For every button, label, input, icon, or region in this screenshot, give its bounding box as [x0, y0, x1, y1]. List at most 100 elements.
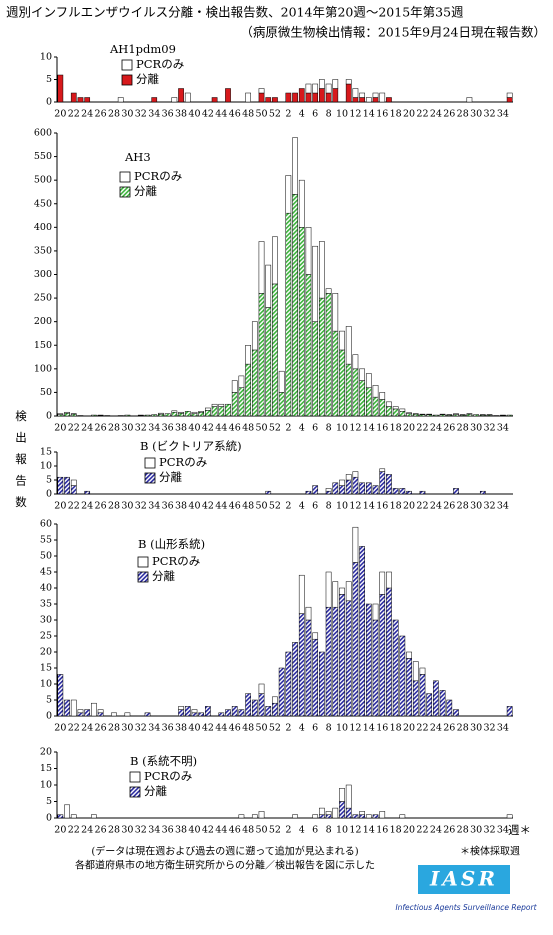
bar — [64, 412, 69, 413]
bar — [225, 710, 230, 716]
bar — [306, 607, 311, 620]
bar — [406, 652, 411, 658]
bar — [353, 355, 358, 369]
bar — [353, 477, 358, 494]
x-tick-label: 24 — [430, 109, 442, 120]
bar — [413, 414, 418, 416]
x-tick-label: 26 — [443, 501, 455, 512]
bar — [360, 93, 365, 98]
bar — [319, 241, 324, 298]
bar — [212, 98, 217, 103]
x-tick-label: 22 — [68, 109, 80, 120]
bar — [125, 713, 130, 716]
bar — [71, 93, 76, 102]
bar — [272, 703, 277, 716]
bar — [360, 811, 365, 814]
x-tick-label: 22 — [416, 501, 428, 512]
bar — [85, 98, 90, 103]
x-tick-label: 6 — [312, 723, 318, 734]
x-tick-label: 32 — [135, 723, 147, 734]
bar — [326, 84, 331, 93]
x-tick-label: 14 — [363, 723, 375, 734]
x-tick-label: 4 — [299, 423, 305, 434]
y-tick-label: 100 — [34, 363, 52, 374]
y-tick-label: 250 — [34, 293, 52, 304]
bar — [373, 397, 378, 416]
bar — [339, 486, 344, 494]
bar — [292, 138, 297, 195]
x-tick-label: 32 — [135, 423, 147, 434]
bar — [185, 93, 190, 102]
bar — [346, 480, 351, 494]
x-tick-label: 30 — [121, 109, 133, 120]
x-tick-label: 40 — [188, 423, 200, 434]
bar — [319, 298, 324, 416]
x-tick-label: 2 — [285, 501, 291, 512]
x-tick-label: 30 — [470, 723, 482, 734]
bar — [474, 415, 479, 416]
bar — [71, 815, 76, 818]
x-tick-label: 50 — [255, 501, 267, 512]
x-tick-label: 12 — [349, 109, 361, 120]
x-tick-label: 40 — [188, 825, 200, 836]
bar — [433, 681, 438, 716]
bar — [386, 98, 391, 103]
bar — [286, 175, 291, 213]
bar — [252, 350, 257, 416]
bar — [306, 491, 311, 494]
x-tick-label: 22 — [68, 825, 80, 836]
bar — [266, 98, 271, 103]
y-tick-label: 300 — [34, 269, 52, 280]
panel-title: B (系統不明) — [130, 754, 197, 768]
x-tick-label: 16 — [376, 423, 388, 434]
bar — [145, 415, 150, 416]
x-tick-label: 12 — [349, 423, 361, 434]
bar — [373, 98, 378, 103]
bar — [386, 474, 391, 494]
bar — [440, 690, 445, 716]
bar — [333, 582, 338, 608]
bar — [353, 89, 358, 98]
bar — [353, 562, 358, 716]
bar — [346, 582, 351, 601]
y-tick-label: 15 — [40, 447, 52, 458]
x-tick-label: 30 — [470, 423, 482, 434]
x-tick-label: 4 — [299, 825, 305, 836]
bar — [111, 713, 116, 716]
y-tick-label: 25 — [40, 631, 52, 642]
x-tick-label: 38 — [175, 423, 187, 434]
x-tick-label: 42 — [202, 109, 214, 120]
bar — [178, 710, 183, 716]
bar — [333, 607, 338, 716]
bar — [71, 486, 76, 494]
bar — [507, 98, 512, 103]
bar — [313, 486, 318, 494]
x-tick-label: 22 — [416, 109, 428, 120]
bar — [467, 414, 472, 416]
bar — [259, 89, 264, 94]
bar — [232, 392, 237, 416]
y-tick-label: 0 — [46, 411, 52, 422]
x-tick-label: 28 — [108, 501, 120, 512]
bar — [259, 694, 264, 716]
bar — [71, 700, 76, 716]
y-tick-label: 150 — [34, 340, 52, 351]
x-tick-label: 34 — [148, 825, 160, 836]
bar — [239, 388, 244, 416]
bar — [292, 642, 297, 716]
legend-label: PCRのみ — [144, 769, 192, 783]
x-tick-label: 20 — [54, 825, 66, 836]
logo: IASR — [429, 867, 498, 891]
bar — [360, 369, 365, 381]
note: 各都道府県市の地方衛生研究所からの分離／検出報告を図に示した — [75, 859, 375, 872]
bar — [326, 93, 331, 102]
x-tick-label: 24 — [81, 109, 93, 120]
bar — [225, 89, 230, 103]
bar — [373, 93, 378, 98]
bar — [373, 486, 378, 494]
x-tick-label: 36 — [162, 109, 174, 120]
legend-swatch — [145, 473, 155, 483]
bar — [373, 604, 378, 620]
x-tick-label: 28 — [457, 109, 469, 120]
